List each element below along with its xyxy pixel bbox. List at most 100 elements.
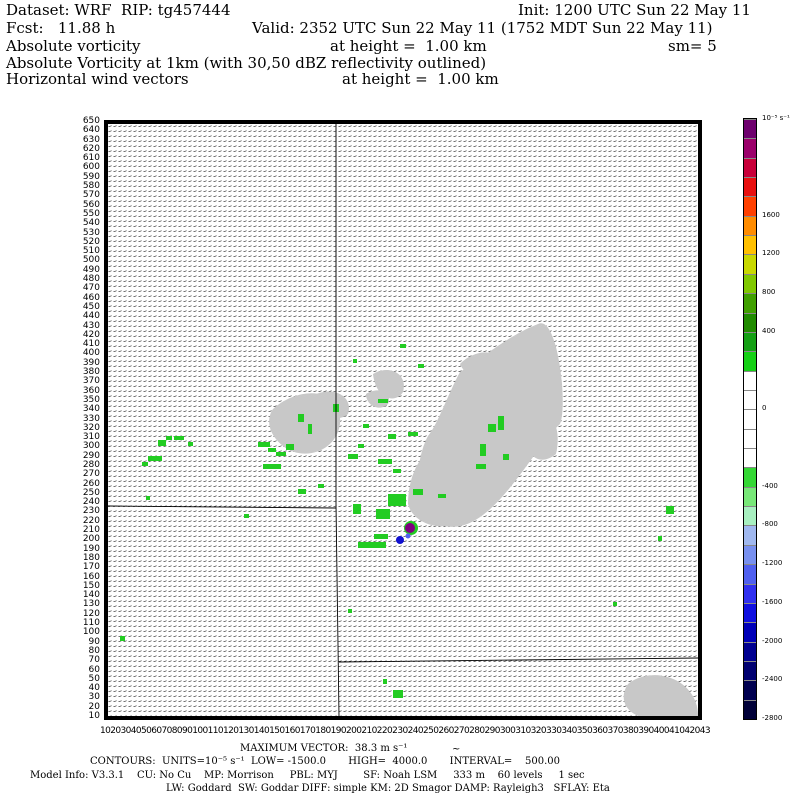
colorbar-swatch	[744, 254, 756, 274]
y-tick-label: 70	[88, 655, 100, 666]
y-tick-label: 170	[82, 562, 100, 573]
y-tick-label: 460	[82, 292, 100, 303]
y-tick-label: 640	[82, 125, 100, 136]
y-tick-label: 260	[82, 478, 100, 489]
colorbar-swatch	[744, 448, 756, 468]
colorbar-swatch	[744, 486, 756, 507]
y-tick-label: 280	[82, 459, 100, 470]
vorticity-patches	[120, 344, 674, 698]
overlay-title: Absolute Vorticity at 1km (with 30,50 dB…	[6, 54, 487, 72]
colorbar-swatch	[744, 312, 756, 332]
colorbar-tick-label: 400	[762, 326, 776, 335]
y-tick-label: 240	[82, 497, 100, 508]
colorbar-swatch	[744, 699, 756, 719]
vector-title: Horizontal wind vectors	[6, 70, 189, 88]
model-info-2: LW: Goddard SW: Goddar DIFF: simple KM: …	[166, 783, 610, 794]
colorbar-swatch	[744, 409, 756, 429]
y-tick-label: 620	[82, 143, 100, 154]
y-tick-label: 120	[82, 608, 100, 619]
field-height: at height = 1.00 km	[330, 37, 487, 55]
colorbar-swatch	[744, 622, 756, 642]
colorbar-swatch	[744, 331, 756, 352]
map-svg	[108, 124, 698, 716]
y-tick-label: 220	[82, 515, 100, 526]
boundary-lines	[108, 124, 698, 716]
y-tick-label: 410	[82, 339, 100, 350]
contours-text: CONTOURS: UNITS=10⁻⁵ s⁻¹ LOW= -1500.0 HI…	[90, 756, 560, 767]
vector-height: at height = 1.00 km	[342, 70, 499, 88]
colorbar-tick-label: -400	[762, 481, 778, 490]
colorbar-swatch	[744, 389, 756, 410]
y-tick-label: 210	[82, 525, 100, 536]
y-tick-label: 310	[82, 432, 100, 443]
colorbar-swatch	[744, 506, 756, 526]
y-tick-label: 630	[82, 134, 100, 145]
y-tick-label: 390	[82, 357, 100, 368]
y-tick-label: 400	[82, 348, 100, 359]
model-info: Model Info: V3.3.1 CU: No Cu MP: Morriso…	[30, 770, 585, 781]
y-tick-label: 250	[82, 487, 100, 498]
y-tick-label: 470	[82, 283, 100, 294]
map-plot	[104, 120, 702, 720]
y-tick-label: 610	[82, 153, 100, 164]
y-tick-label: 440	[82, 311, 100, 322]
colorbar-swatch	[744, 602, 756, 623]
y-tick-label: 480	[82, 274, 100, 285]
y-tick-label: 350	[82, 394, 100, 405]
y-tick-label: 270	[82, 469, 100, 480]
colorbar-swatch	[744, 467, 756, 487]
y-tick-label: 430	[82, 320, 100, 331]
y-tick-label: 20	[88, 701, 100, 712]
y-tick-label: 540	[82, 218, 100, 229]
y-tick-label: 180	[82, 552, 100, 563]
y-tick-label: 600	[82, 162, 100, 173]
y-tick-label: 130	[82, 599, 100, 610]
y-tick-label: 650	[82, 116, 100, 126]
init-time: Init: 1200 UTC Sun 22 May 11	[518, 1, 751, 19]
max-vector-symbol: ~	[452, 744, 461, 755]
y-tick-label: 560	[82, 199, 100, 210]
y-tick-label: 200	[82, 534, 100, 545]
colorbar-tick-label: 0	[762, 404, 767, 413]
colorbar-swatch	[744, 273, 756, 294]
valid-time: Valid: 2352 UTC Sun 22 May 11 (1752 MDT …	[252, 19, 713, 37]
y-tick-label: 510	[82, 246, 100, 257]
y-tick-label: 110	[82, 618, 100, 629]
y-tick-label: 50	[88, 673, 100, 684]
y-tick-label: 190	[82, 543, 100, 554]
y-tick-label: 80	[88, 645, 100, 656]
colorbar-tick-label: -2400	[762, 675, 783, 684]
y-tick-label: 100	[82, 627, 100, 638]
y-tick-label: 500	[82, 255, 100, 266]
colorbar-swatch	[744, 119, 756, 139]
y-tick-label: 30	[88, 692, 100, 703]
colorbar-swatch	[744, 680, 756, 700]
colorbar-tick-label: -2000	[762, 636, 783, 645]
colorbar-swatch	[744, 564, 756, 584]
y-tick-label: 590	[82, 171, 100, 182]
y-tick-label: 530	[82, 227, 100, 238]
smoothing-value: sm= 5	[668, 37, 717, 55]
colorbar-swatch	[744, 583, 756, 603]
dataset-label: Dataset: WRF RIP: tg457444	[6, 1, 231, 19]
colorbar-tick-label: -1600	[762, 597, 783, 606]
y-tick-label: 300	[82, 441, 100, 452]
colorbar-swatch	[744, 525, 756, 545]
forecast-hour: Fcst: 11.88 h	[6, 19, 116, 37]
y-tick-label: 10	[88, 711, 100, 721]
y-tick-label: 580	[82, 181, 100, 192]
y-tick-label: 550	[82, 208, 100, 219]
y-tick-label: 90	[88, 636, 100, 647]
colorbar-swatch	[744, 544, 756, 565]
y-tick-label: 40	[88, 683, 100, 694]
colorbar-swatch	[744, 235, 756, 255]
y-tick-label: 360	[82, 385, 100, 396]
colorbar-swatch	[744, 428, 756, 449]
colorbar-tick-label: 1200	[762, 249, 780, 258]
colorbar-swatch	[744, 196, 756, 216]
wind-vectors	[108, 124, 698, 716]
x-axis-ticks: 1020304050607080901001101201301401501601…	[100, 726, 710, 736]
colorbar-swatch	[744, 293, 756, 313]
colorbar-tick-label: 800	[762, 288, 776, 297]
y-tick-label: 520	[82, 236, 100, 247]
